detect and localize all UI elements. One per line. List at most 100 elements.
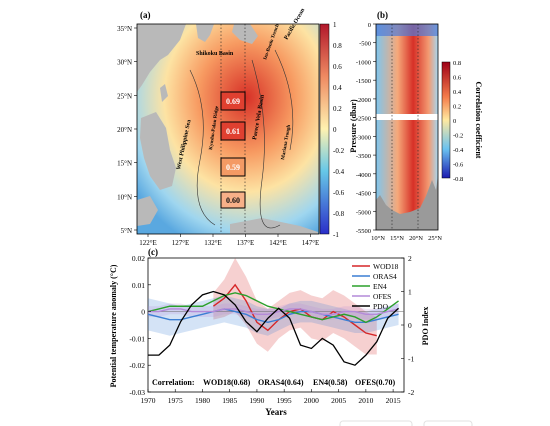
correlation-oras4: ORAS4(0.64) <box>258 378 304 387</box>
colorbar-b-tick-label: 0.6 <box>453 75 462 82</box>
legend-label-oras4: ORAS4 <box>373 272 397 281</box>
colorbar-a-ticks: 1 0.8 0.6 0.4 0.2 0 -0.2 -0.4 -0.6 -0.8 -1 <box>333 21 345 239</box>
y-tick-label: -0.01 <box>129 334 145 343</box>
region-box <box>220 191 246 209</box>
ui-button-left[interactable] <box>339 420 413 426</box>
pressure-tick-label: -4000 <box>356 172 371 179</box>
legend-label-ofes: OFES <box>373 292 391 301</box>
x-tick-label: 2010 <box>358 396 373 405</box>
land-new-guinea <box>230 218 318 234</box>
x-tick-label: 1975 <box>168 396 183 405</box>
land-taiwan <box>160 84 168 102</box>
lat-tick-label: 20°N <box>117 126 132 134</box>
correlation-ofes: OFES(0.70) <box>355 378 396 387</box>
section-frame <box>375 23 439 231</box>
pressure-tick-label: -1500 <box>356 78 371 85</box>
latitude-tick-label: 20°N <box>409 235 423 242</box>
y-tick-label: 0 <box>141 308 145 317</box>
y2-tick-label: -2 <box>408 388 414 397</box>
pressure-tick-label: 0 <box>368 22 371 29</box>
pressure-tick-label: -1000 <box>356 59 371 66</box>
panel-a-label: (a) <box>140 10 151 20</box>
lat-tick-label: 25°N <box>117 92 132 100</box>
pressure-tick-label: -4500 <box>356 191 371 198</box>
x-tick-label: 1970 <box>141 396 156 405</box>
box-value-label: 0.69 <box>226 97 240 106</box>
lat-tick-label: 10°N <box>117 193 132 201</box>
series-lines <box>147 283 399 366</box>
seafloor-topography <box>376 175 438 230</box>
ui-button-right[interactable] <box>423 420 473 426</box>
pressure-tick-label: -3000 <box>356 134 371 141</box>
lat-tick-label: 35°N <box>117 25 132 33</box>
colorbar-a-tick-label: -0.8 <box>333 210 345 218</box>
x-tick-label: 2005 <box>331 396 346 405</box>
uncertainty-band-oras4 <box>148 295 399 336</box>
y-tick-label: -0.03 <box>129 388 145 397</box>
x-tick-label: 1990 <box>249 396 264 405</box>
pressure-tick-label: -2500 <box>356 116 371 123</box>
colorbar-b-tick-label: 0.4 <box>453 89 462 96</box>
pressure-tick-label: -2000 <box>356 97 371 104</box>
colorbar-a-tick-label: 0 <box>333 126 337 134</box>
y2-tick-label: -1 <box>408 355 414 364</box>
latitude-tick-label: 25°N <box>428 235 442 242</box>
series-line-pdo <box>148 290 399 366</box>
lon-tick-label: 127°E <box>172 239 190 247</box>
latitude-tick-label: 10°N <box>371 235 385 242</box>
colorbar-b-tick-label: -0.2 <box>453 133 463 140</box>
colorbar-a-bar <box>319 23 330 235</box>
contour-line <box>274 49 294 151</box>
colorbar-a-tick-label: 0.8 <box>333 42 342 50</box>
correlation-wod18: WOD18(0.68) <box>203 378 251 387</box>
panel-b-y-ticks: 0 -500 -1000 -1500 -2000 -2500 -3000 -3500 -4000… <box>356 22 376 235</box>
y2-axis-label: PDO Index <box>421 307 430 345</box>
box-value-label: 0.59 <box>226 163 240 172</box>
colorbar-a-tick-label: 0.6 <box>333 63 342 71</box>
x-tick-label: 2000 <box>304 396 319 405</box>
correlation-label: Correlation: <box>152 378 195 387</box>
legend-label-wod18: WOD18 <box>373 262 399 271</box>
x-axis-label: Years <box>265 407 287 417</box>
panel-b-section: (b) Pressure (dbar) <box>349 10 439 231</box>
land-korea-japan <box>196 24 214 42</box>
colorbar-b-tick-label: -0.8 <box>453 176 463 183</box>
y-tick-label: -0.02 <box>129 361 145 370</box>
x-tick-label: 1980 <box>195 396 210 405</box>
contour-line <box>189 69 216 226</box>
colorbar-a-tick-label: 1 <box>333 21 337 29</box>
lon-tick-label: 122°E <box>139 239 157 247</box>
pressure-tick-label: -3500 <box>356 153 371 160</box>
y2-tick-label: 0 <box>408 321 412 330</box>
colorbar-b: Correlation coefficient <box>441 61 483 179</box>
colorbar-b-tick-label: -0.4 <box>453 147 464 154</box>
region-box <box>220 121 246 141</box>
x-tick-label: 1995 <box>277 396 292 405</box>
land-china <box>137 24 186 92</box>
uncertainty-band-wod18 <box>213 258 377 355</box>
colorbar-a-tick-label: -0.4 <box>333 168 345 176</box>
pressure-tick-label: -500 <box>359 41 371 48</box>
land-philippines <box>140 112 176 190</box>
box-value-label: 0.61 <box>226 127 240 136</box>
pressure-tick-label: -5000 <box>356 209 371 216</box>
lon-tick-label: 132°E <box>204 239 222 247</box>
box-value-label: 0.60 <box>226 196 240 205</box>
box-group: 0.69 0.61 0.59 0.60 <box>220 91 246 209</box>
colorbar-b-ticks: 0.8 0.6 0.4 0.2 0 -0.2 -0.4 -0.6 -0.8 <box>453 60 464 183</box>
colorbar-a-tick-label: -0.6 <box>333 189 345 197</box>
colorbar-a-tick-label: 0.2 <box>333 105 342 113</box>
colorbar-a-tick-label: -0.2 <box>333 147 345 155</box>
lat-tick-label: 5°N <box>121 227 132 235</box>
series-line-oras4 <box>147 308 399 324</box>
y-axis-ticks: 0.02 0.01 0 -0.01 -0.02 -0.03 <box>129 254 151 397</box>
panel-b-label: (b) <box>377 10 388 20</box>
region-box <box>220 91 246 111</box>
y2-axis-ticks: 2 1 0 -1 -2 <box>401 254 414 397</box>
colorbar-a-tick-label: -1 <box>333 231 339 239</box>
lat-tick-label: 15°N <box>117 160 132 168</box>
colorbar-b-bar <box>441 61 451 179</box>
panel-c-label: (c) <box>148 247 158 257</box>
colorbar-b-tick-label: 0 <box>453 118 456 125</box>
